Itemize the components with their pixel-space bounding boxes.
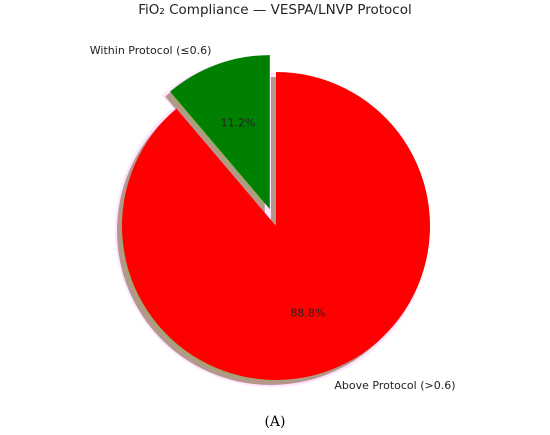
pie-value-label-above-protocol: 88.8% <box>290 307 325 320</box>
chart-title: FiO₂ Compliance — VESPA/LNVP Protocol <box>138 2 412 18</box>
pie-value-label-within-protocol: 11.2% <box>220 116 255 129</box>
pie-slice-within-protocol <box>170 55 270 210</box>
pie-category-label-within-protocol: Within Protocol (≤0.6) <box>90 44 212 57</box>
pie-slice-above-protocol <box>122 72 431 380</box>
panel-label: (A) <box>264 414 286 430</box>
pie-slices <box>122 55 431 380</box>
pie-category-label-above-protocol: Above Protocol (>0.6) <box>334 379 455 392</box>
